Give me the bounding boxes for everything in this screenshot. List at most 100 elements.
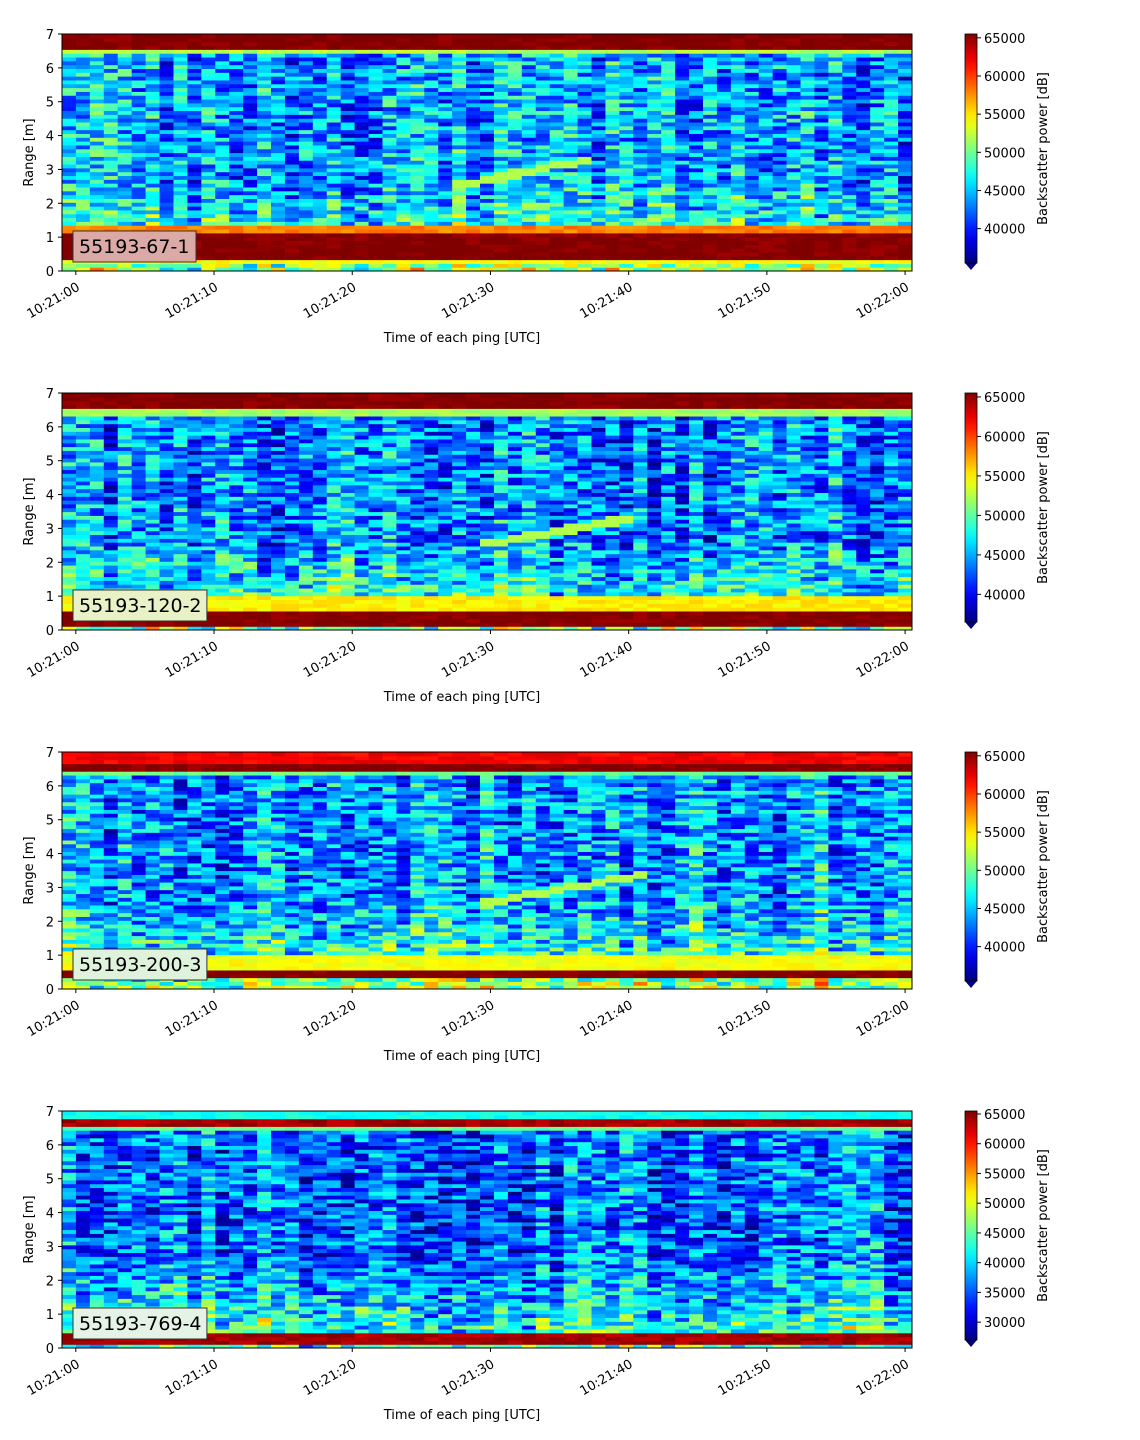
heatmap-cell bbox=[759, 110, 774, 114]
heatmap-cell bbox=[285, 454, 300, 458]
heatmap-cell bbox=[410, 88, 425, 92]
heatmap-cell bbox=[773, 156, 788, 160]
heatmap-cell bbox=[466, 42, 481, 46]
heatmap-cell bbox=[271, 603, 286, 607]
heatmap-cell bbox=[90, 420, 105, 424]
heatmap-cell bbox=[90, 130, 105, 134]
heatmap-cell bbox=[466, 95, 481, 99]
heatmap-cell bbox=[773, 153, 788, 157]
heatmap-cell bbox=[870, 68, 885, 72]
heatmap-cell bbox=[410, 118, 425, 122]
heatmap-cell bbox=[675, 72, 690, 76]
heatmap-cell bbox=[801, 202, 816, 206]
heatmap-cell bbox=[299, 53, 314, 57]
heatmap-cell bbox=[160, 546, 175, 550]
heatmap-cell bbox=[369, 233, 384, 237]
heatmap-cell bbox=[592, 187, 607, 191]
heatmap-cell bbox=[271, 72, 286, 76]
heatmap-cell bbox=[745, 153, 760, 157]
heatmap-cell bbox=[62, 76, 77, 80]
heatmap-cell bbox=[856, 34, 871, 38]
heatmap-cell bbox=[619, 130, 634, 134]
heatmap-cell bbox=[229, 57, 244, 61]
heatmap-cell bbox=[884, 172, 899, 176]
heatmap-cell bbox=[257, 500, 272, 504]
heatmap-cell bbox=[675, 225, 690, 229]
heatmap-cell bbox=[633, 114, 648, 118]
heatmap-cell bbox=[201, 496, 216, 500]
heatmap-cell bbox=[675, 195, 690, 199]
heatmap-cell bbox=[187, 202, 202, 206]
heatmap-cell bbox=[201, 107, 216, 111]
heatmap-cell bbox=[578, 72, 593, 76]
heatmap-cell bbox=[884, 95, 899, 99]
heatmap-cell bbox=[870, 34, 885, 38]
heatmap-cell bbox=[201, 61, 216, 65]
heatmap-cell bbox=[271, 607, 286, 611]
heatmap-cell bbox=[801, 244, 816, 248]
heatmap-cell bbox=[369, 107, 384, 111]
heatmap-cell bbox=[327, 256, 342, 260]
heatmap-cell bbox=[76, 84, 91, 88]
heatmap-cell bbox=[271, 531, 286, 535]
heatmap-cell bbox=[299, 512, 314, 516]
heatmap-cell bbox=[299, 447, 314, 451]
heatmap-cell bbox=[564, 191, 579, 195]
heatmap-cell bbox=[104, 80, 119, 84]
heatmap-cell bbox=[160, 156, 175, 160]
heatmap-cell bbox=[243, 210, 258, 214]
heatmap-cell bbox=[438, 260, 453, 264]
heatmap-cell bbox=[215, 198, 230, 202]
heatmap-cell bbox=[313, 160, 328, 164]
heatmap-cell bbox=[731, 68, 746, 72]
heatmap-cell bbox=[271, 504, 286, 508]
heatmap-cell bbox=[842, 168, 857, 172]
heatmap-cell bbox=[480, 53, 495, 57]
heatmap-cell bbox=[787, 237, 802, 241]
heatmap-cell bbox=[229, 424, 244, 428]
heatmap-cell bbox=[160, 496, 175, 500]
heatmap-cell bbox=[773, 179, 788, 183]
heatmap-cell bbox=[341, 65, 356, 69]
heatmap-cell bbox=[396, 84, 411, 88]
heatmap-cell bbox=[118, 523, 133, 527]
panel-label-text: 55193-67-1 bbox=[79, 236, 189, 258]
heatmap-cell bbox=[146, 531, 161, 535]
heatmap-cell bbox=[787, 141, 802, 145]
heatmap-cell bbox=[717, 107, 732, 111]
heatmap-cell bbox=[132, 210, 147, 214]
heatmap-cell bbox=[480, 99, 495, 103]
heatmap-cell bbox=[160, 149, 175, 153]
heatmap-cell bbox=[201, 156, 216, 160]
heatmap-cell bbox=[118, 84, 133, 88]
heatmap-cell bbox=[118, 61, 133, 65]
heatmap-cell bbox=[118, 519, 133, 523]
heatmap-cell bbox=[661, 198, 676, 202]
heatmap-cell bbox=[592, 191, 607, 195]
heatmap-cell bbox=[828, 130, 843, 134]
heatmap-cell bbox=[536, 214, 551, 218]
heatmap-cell bbox=[550, 229, 565, 233]
heatmap-cell bbox=[146, 172, 161, 176]
heatmap-cell bbox=[104, 160, 119, 164]
heatmap-cell bbox=[118, 95, 133, 99]
heatmap-cell bbox=[494, 168, 509, 172]
heatmap-cell bbox=[90, 175, 105, 179]
heatmap-cell bbox=[355, 187, 370, 191]
heatmap-cell bbox=[201, 504, 216, 508]
heatmap-cell bbox=[382, 95, 397, 99]
heatmap-cell bbox=[201, 72, 216, 76]
heatmap-cell bbox=[870, 110, 885, 114]
heatmap-cell bbox=[592, 263, 607, 267]
heatmap-cell bbox=[842, 141, 857, 145]
heatmap-cell bbox=[173, 519, 188, 523]
heatmap-cell bbox=[257, 569, 272, 573]
heatmap-cell bbox=[285, 240, 300, 244]
heatmap-cell bbox=[856, 122, 871, 126]
heatmap-cell bbox=[215, 531, 230, 535]
heatmap-cell bbox=[327, 221, 342, 225]
heatmap-cell bbox=[285, 42, 300, 46]
heatmap-cell bbox=[355, 233, 370, 237]
heatmap-cell bbox=[508, 221, 523, 225]
heatmap-cell bbox=[884, 38, 899, 42]
